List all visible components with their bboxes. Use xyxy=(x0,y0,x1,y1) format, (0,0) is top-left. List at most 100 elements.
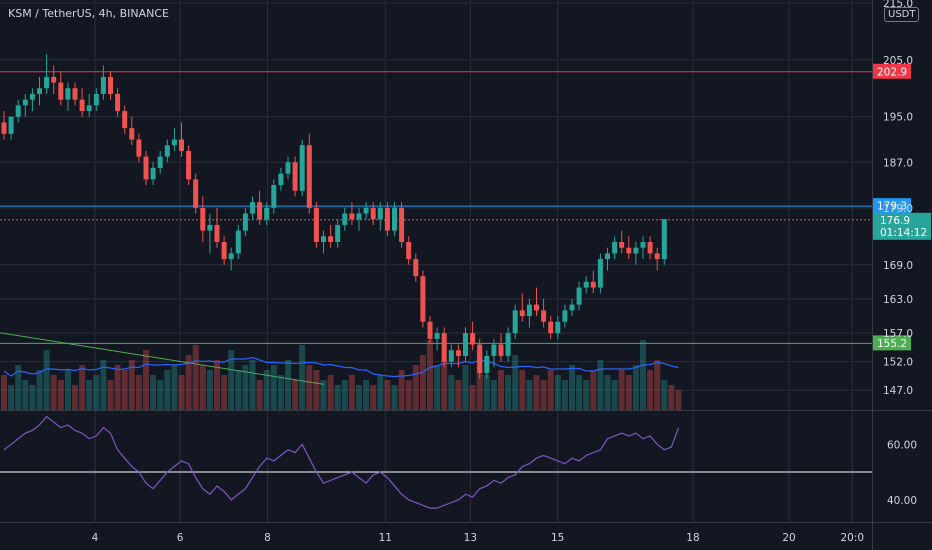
trend-line[interactable] xyxy=(0,329,325,385)
volume-bar xyxy=(50,375,57,410)
candle-body xyxy=(79,99,85,112)
candle-body xyxy=(406,242,412,260)
volume-bar xyxy=(8,385,15,410)
candle-body xyxy=(640,242,646,248)
price-tick-label: 187.0 xyxy=(883,157,913,169)
candle-body xyxy=(157,156,163,168)
volume-bar xyxy=(561,380,568,410)
time-axis[interactable]: 4 6 8 11 13 15 18 20 20:0 xyxy=(92,532,864,544)
volume-bar xyxy=(285,360,291,410)
candle-body xyxy=(427,321,433,339)
candle-body xyxy=(512,310,518,334)
candle-body xyxy=(86,105,92,112)
candle-body xyxy=(477,344,483,373)
candle-body xyxy=(200,207,206,231)
volume-bar xyxy=(43,350,50,410)
candle-body xyxy=(335,224,341,243)
candle-body xyxy=(179,139,184,151)
candle-body xyxy=(342,213,348,225)
volume-bar xyxy=(36,370,43,410)
price-tick-label: 163.0 xyxy=(883,294,913,306)
candle-body xyxy=(349,213,355,220)
candle-body xyxy=(8,116,14,134)
candle-body xyxy=(484,355,490,373)
candle-body xyxy=(150,167,156,180)
rsi-tick-label: 40.00 xyxy=(887,495,917,507)
volume-bar xyxy=(341,380,348,410)
candle-body xyxy=(356,213,362,220)
candle-body xyxy=(72,88,78,100)
candle-body xyxy=(193,179,199,208)
candle-body xyxy=(321,236,326,243)
chart-title: KSM / TetherUS, 4h, BINANCE xyxy=(8,7,169,20)
volume-bar xyxy=(363,380,370,410)
price-tick-label: 157.0 xyxy=(883,328,913,340)
level-lines: 202.9 179.3 155.2 176.901:14:12 xyxy=(0,63,931,351)
volume-bar xyxy=(107,380,114,410)
candle-body xyxy=(555,321,561,334)
candle-body xyxy=(93,93,99,106)
volume-bar xyxy=(391,385,398,410)
candle-body xyxy=(129,128,135,140)
volume-bar xyxy=(114,365,121,410)
candle-body xyxy=(534,304,539,311)
volume-bars xyxy=(1,340,682,410)
rsi-tick-label: 60.00 xyxy=(887,439,917,451)
volume-bar xyxy=(661,380,668,410)
level-label-bg xyxy=(873,335,911,351)
volume-bar xyxy=(57,380,64,410)
volume-bar xyxy=(72,385,78,410)
volume-bar xyxy=(483,375,490,410)
last-price-bg xyxy=(873,212,931,240)
volume-bar xyxy=(242,365,249,410)
volume-bar xyxy=(533,375,540,410)
candle-body xyxy=(505,333,511,356)
candle-body xyxy=(257,202,263,220)
volume-bar xyxy=(157,380,164,410)
volume-bar xyxy=(441,360,448,410)
volume-bar xyxy=(320,380,327,410)
candle-body xyxy=(271,185,277,208)
price-tick-label: 195.0 xyxy=(883,112,913,124)
volume-bar xyxy=(419,355,426,410)
level-label: 179.3 xyxy=(877,201,907,213)
last-price-label: 176.9 xyxy=(880,215,910,227)
candle-body xyxy=(548,321,554,334)
candle-body xyxy=(136,139,142,157)
candle-body xyxy=(313,207,319,243)
volume-bar xyxy=(64,370,71,410)
time-tick-label: 18 xyxy=(686,532,699,544)
volume-bar xyxy=(79,365,86,410)
volume-bar xyxy=(235,370,242,410)
volume-bar xyxy=(654,360,661,410)
volume-bar xyxy=(547,370,554,410)
price-tick-label: 205.0 xyxy=(883,55,913,67)
volume-bar xyxy=(292,380,299,410)
volume-bar xyxy=(597,360,604,410)
candle-body xyxy=(576,287,582,305)
currency-unit-button[interactable]: USDT xyxy=(884,7,920,22)
candle-body xyxy=(491,344,497,356)
volume-bar xyxy=(675,390,682,410)
candle-body xyxy=(292,162,298,191)
candle-body xyxy=(541,310,547,322)
candle-body xyxy=(242,213,248,231)
candle-body xyxy=(654,253,660,260)
volume-bar xyxy=(29,385,36,410)
price-tick-label: 169.0 xyxy=(883,260,913,272)
candle-body xyxy=(278,173,284,186)
time-tick-label: 13 xyxy=(464,532,477,544)
volume-bar xyxy=(327,375,334,410)
candle-body xyxy=(647,242,653,254)
volume-bar xyxy=(356,385,362,410)
candle-body xyxy=(171,139,177,146)
volume-bar xyxy=(221,375,228,410)
candle-body xyxy=(420,276,426,322)
candle-body xyxy=(299,145,305,191)
level-label-bg xyxy=(873,63,911,79)
volume-bar xyxy=(505,375,512,410)
level-label: 155.2 xyxy=(877,338,907,350)
price-axis[interactable]: 215.0 205.0 195.0 187.0 179.0 169.0 163.0 157.0… xyxy=(883,0,913,397)
